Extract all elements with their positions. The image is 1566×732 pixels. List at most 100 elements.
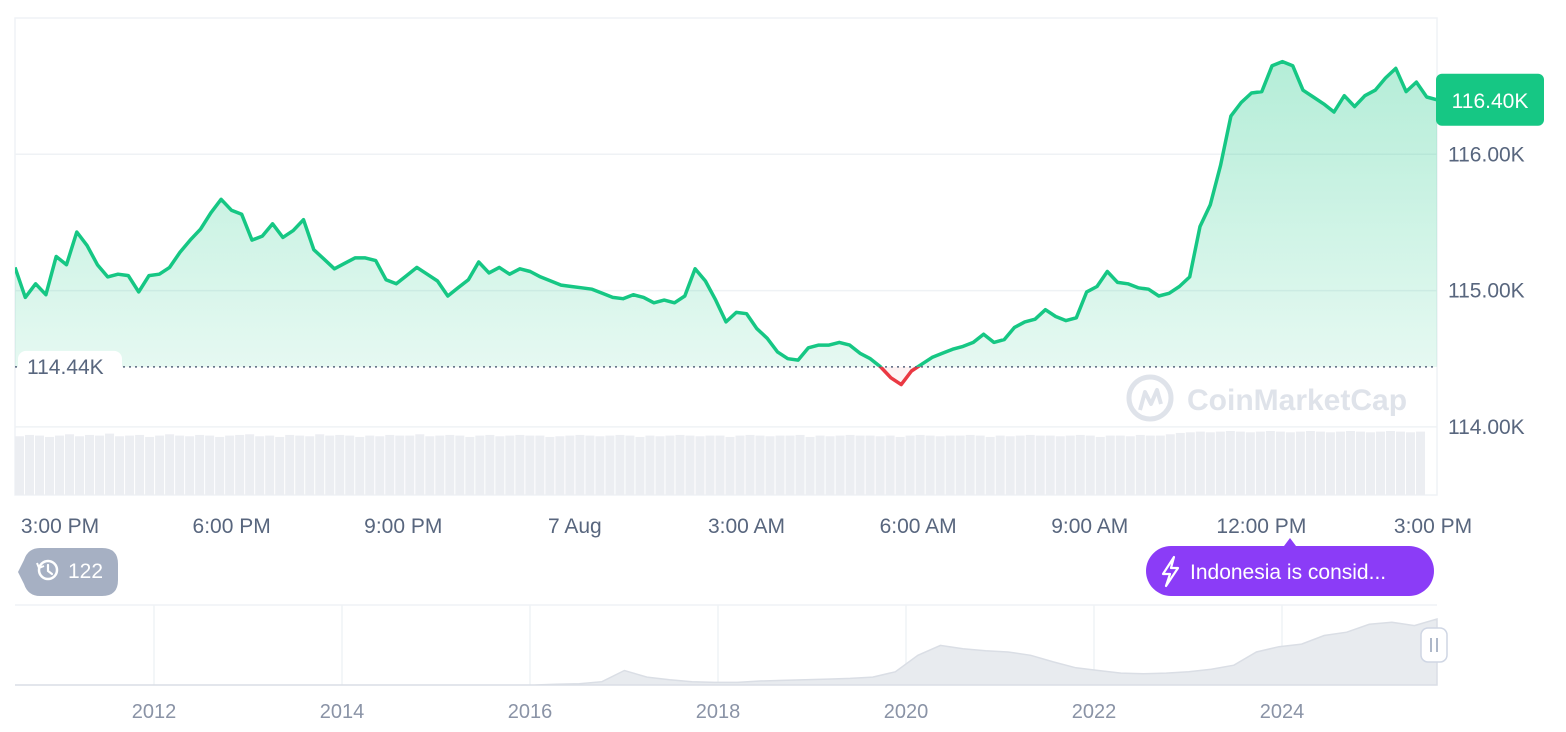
volume-bar	[765, 436, 775, 495]
x-tick-label: 7 Aug	[548, 515, 602, 538]
volume-bar	[375, 436, 385, 495]
volume-bar	[625, 435, 635, 495]
volume-bar	[85, 434, 95, 495]
volume-bar	[1225, 430, 1235, 495]
volume-bar	[535, 435, 545, 495]
volume-bar	[65, 434, 75, 495]
navigator-year-label: 2024	[1260, 701, 1305, 723]
volume-bar	[935, 436, 945, 495]
volume-bar	[205, 435, 215, 495]
news-pill[interactable]: Indonesia is consid...	[1146, 538, 1434, 596]
volume-bar	[235, 434, 245, 495]
navigator-history-area	[15, 617, 1438, 686]
volume-bar	[25, 434, 35, 495]
volume-bar	[385, 434, 395, 495]
volume-bar	[465, 436, 475, 495]
x-tick-label: 9:00 AM	[1051, 515, 1128, 538]
y-tick-label: 114.00K	[1448, 416, 1525, 439]
volume-bar	[1295, 431, 1305, 495]
volume-bar	[615, 434, 625, 495]
volume-bar	[965, 434, 975, 495]
x-tick-label: 9:00 PM	[364, 515, 442, 538]
volume-bar	[875, 436, 885, 495]
volume-bar	[515, 434, 525, 495]
volume-bar	[1395, 431, 1405, 495]
volume-bar	[1355, 431, 1365, 495]
volume-bar	[1045, 435, 1055, 495]
events-count: 122	[68, 560, 103, 583]
volume-bar	[995, 435, 1005, 495]
volume-bar	[135, 434, 145, 495]
volume-bar	[1375, 431, 1385, 495]
volume-bar	[825, 436, 835, 495]
volume-bar	[525, 435, 535, 495]
volume-bar	[725, 436, 735, 495]
volume-bar	[1155, 435, 1165, 495]
volume-bar	[435, 435, 445, 495]
volume-bar	[335, 434, 345, 495]
volume-bar	[915, 434, 925, 495]
y-tick-label: 116.00K	[1448, 143, 1525, 166]
volume-bar	[555, 436, 565, 495]
volume-bar	[395, 435, 405, 495]
volume-bar	[305, 436, 315, 495]
volume-bar	[1185, 432, 1195, 495]
volume-bar	[1305, 430, 1315, 495]
volume-bar	[895, 436, 905, 495]
volume-bar	[175, 435, 185, 495]
x-tick-label: 3:00 PM	[21, 515, 99, 538]
navigator-year-label: 2016	[508, 701, 553, 723]
x-tick-label: 12:00 PM	[1216, 515, 1306, 538]
volume-bar	[1075, 434, 1085, 495]
volume-bar	[585, 435, 595, 495]
volume-bar	[925, 435, 935, 495]
volume-bar	[655, 436, 665, 495]
volume-bar	[445, 434, 455, 495]
volume-bar	[1385, 430, 1395, 495]
volume-bar	[415, 434, 425, 495]
volume-bar	[155, 435, 165, 495]
x-tick-label: 6:00 PM	[193, 515, 271, 538]
volume-bar	[275, 436, 285, 495]
events-badge[interactable]: 122	[18, 548, 118, 596]
volume-bar	[1135, 434, 1145, 495]
volume-bar	[1235, 431, 1245, 495]
volume-bar	[955, 435, 965, 495]
volume-bar	[1415, 431, 1425, 495]
volume-bar	[165, 434, 175, 495]
volume-bar	[45, 436, 55, 495]
navigator-handle[interactable]	[1420, 627, 1448, 663]
volume-bar	[645, 435, 655, 495]
watermark-brand: CoinMarketCap	[1187, 384, 1407, 417]
volume-bar	[835, 435, 845, 495]
volume-bar	[1335, 431, 1345, 495]
navigator[interactable]: 2012 2014 2016 2018 2020 2022 2024	[15, 604, 1448, 723]
volume-bar	[355, 436, 365, 495]
volume-bar	[1275, 431, 1285, 495]
navigator-year-label: 2012	[132, 701, 177, 723]
volume-bar	[1345, 430, 1355, 495]
coinmarketcap-logo-icon	[1126, 374, 1174, 422]
volume-bar	[315, 434, 325, 495]
history-icon	[36, 559, 59, 581]
volume-bar	[685, 435, 695, 495]
volume-bar	[1165, 434, 1175, 495]
volume-bar	[125, 435, 135, 495]
volume-bar	[595, 436, 605, 495]
volume-bar	[865, 435, 875, 495]
volume-bar	[1145, 435, 1155, 495]
volume-bar	[985, 436, 995, 495]
volume-bar	[565, 435, 575, 495]
reference-label-bg	[18, 350, 122, 381]
volume-bar	[425, 436, 435, 495]
volume-bar	[75, 436, 85, 495]
current-price-label: 116.40K	[1452, 90, 1529, 113]
volume-bar	[1115, 435, 1125, 495]
volume-bar	[1365, 432, 1375, 495]
volume-bar	[1025, 434, 1035, 495]
volume-bar	[665, 435, 675, 495]
volume-bar	[345, 435, 355, 495]
volume-bar	[785, 435, 795, 495]
volume-bar	[805, 436, 815, 495]
